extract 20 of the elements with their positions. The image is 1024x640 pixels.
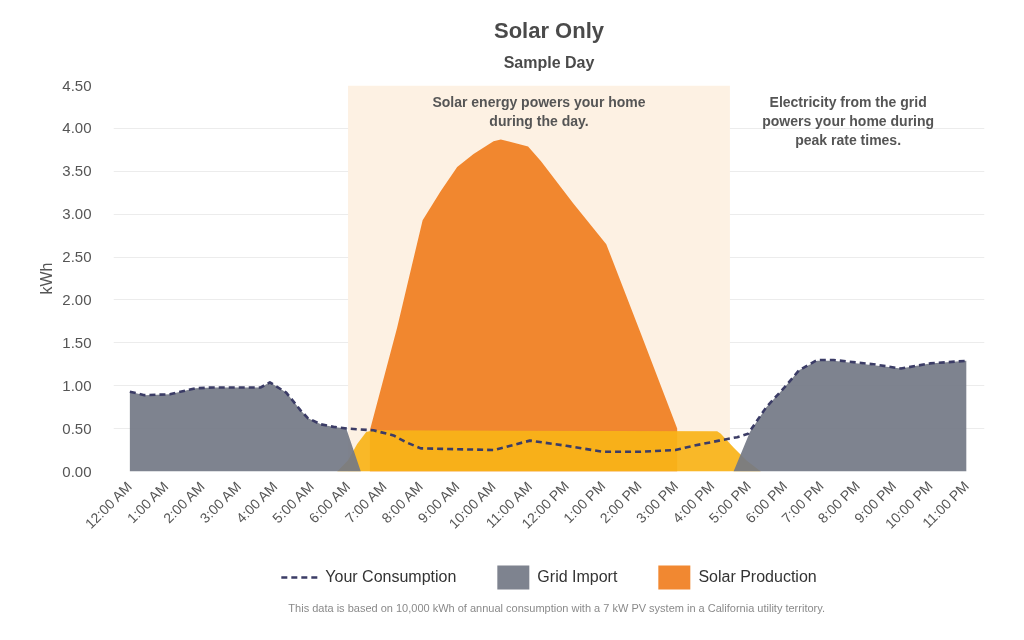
- y-tick-label: 4.50: [62, 76, 92, 94]
- y-tick-label: 3.50: [62, 162, 92, 180]
- band-label: Solar energy powers your home during the day.: [432, 93, 646, 129]
- y-tick-label: 1.50: [62, 333, 92, 351]
- chart-subtitle: Sample Day: [503, 53, 595, 71]
- y-axis-title: kWh: [38, 262, 56, 295]
- y-tick-label: 2.00: [62, 290, 92, 308]
- y-tick-label: 0.00: [62, 462, 92, 480]
- legend-label: Your Consumption: [325, 568, 457, 586]
- y-tick-label: 0.50: [62, 419, 92, 437]
- annotation: Electricity from the grid powers your home during peak rate times.: [762, 93, 935, 148]
- line-series: [128, 358, 968, 454]
- legend-label: Grid Import: [537, 568, 618, 586]
- y-tick-label: 3.00: [62, 205, 92, 223]
- legend-label: Solar Production: [698, 568, 817, 586]
- y-tick-label: 2.50: [62, 248, 92, 266]
- chart-title: Solar Only: [493, 17, 605, 43]
- y-tick-label: 1.00: [62, 376, 92, 394]
- y-tick-label: 4.00: [62, 119, 92, 137]
- text: This data is based on 10,000 kWh of annual consumption with a 7 kW PV system in a California utility territory.: [288, 601, 825, 614]
